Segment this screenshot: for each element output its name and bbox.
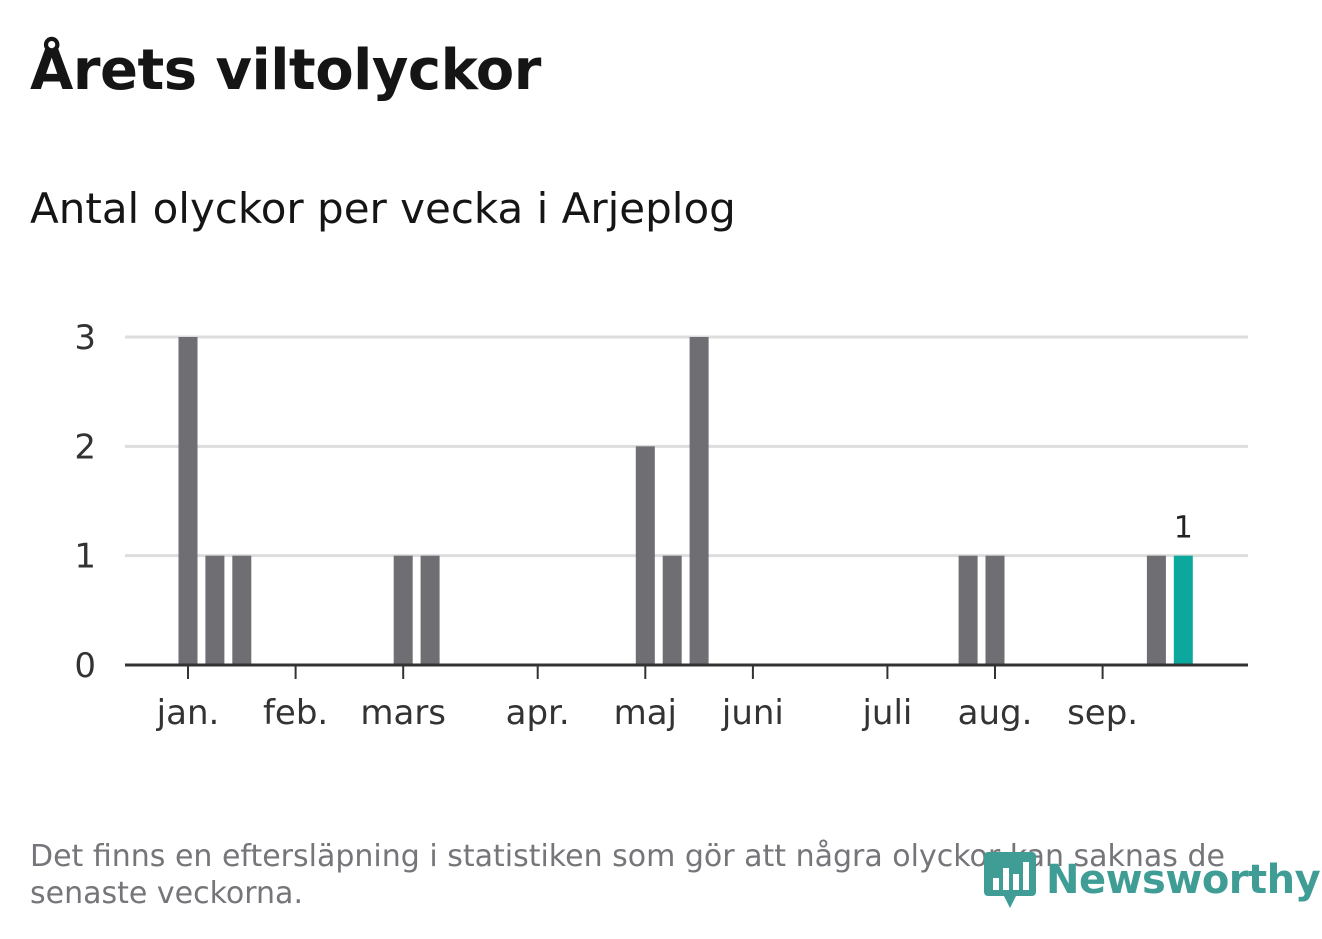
x-tick-label: mars — [360, 693, 446, 733]
y-tick-label: 0 — [74, 646, 96, 686]
newsworthy-logo-icon — [984, 852, 1036, 908]
bar — [985, 555, 1005, 665]
bar — [178, 337, 198, 665]
y-axis-ticks: 0 1 2 3 — [74, 318, 96, 686]
y-tick-label: 2 — [74, 427, 96, 467]
x-tick-label: feb. — [263, 693, 328, 733]
bar — [958, 555, 978, 665]
x-tick-label: apr. — [506, 693, 570, 733]
bar-highlight — [1173, 555, 1193, 665]
bar — [393, 555, 413, 665]
x-axis-ticks: jan. feb. mars apr. maj juni juli aug. sep. — [156, 665, 1138, 733]
x-tick-label: juni — [721, 693, 784, 733]
x-tick-label: aug. — [958, 693, 1033, 733]
data-labels: 1 — [1174, 511, 1193, 546]
x-tick-label: juli — [861, 693, 912, 733]
y-tick-label: 1 — [74, 537, 96, 577]
x-tick-label: sep. — [1067, 693, 1138, 733]
grid-lines — [125, 335, 1248, 558]
bar — [1146, 555, 1166, 665]
bar — [689, 337, 709, 665]
bar — [635, 446, 655, 665]
bar — [205, 555, 225, 665]
bars — [178, 337, 1193, 665]
brand-logo: Newsworthy — [982, 848, 1321, 912]
x-tick-label: jan. — [156, 693, 220, 733]
bar — [420, 555, 440, 665]
x-tick-label: maj — [614, 693, 677, 733]
bar — [232, 555, 252, 665]
bar — [662, 555, 682, 665]
data-label-highlight: 1 — [1174, 511, 1193, 546]
chart-subtitle: Antal olyckor per vecka i Arjeplog — [30, 184, 736, 233]
chart-title: Årets viltolyckor — [30, 38, 541, 103]
bar-chart: 0 1 2 3 jan. feb. mars apr. maj juni juli aug. sep.… — [74, 318, 1248, 733]
brand-name: Newsworthy — [1046, 857, 1321, 903]
y-tick-label: 3 — [74, 318, 96, 358]
